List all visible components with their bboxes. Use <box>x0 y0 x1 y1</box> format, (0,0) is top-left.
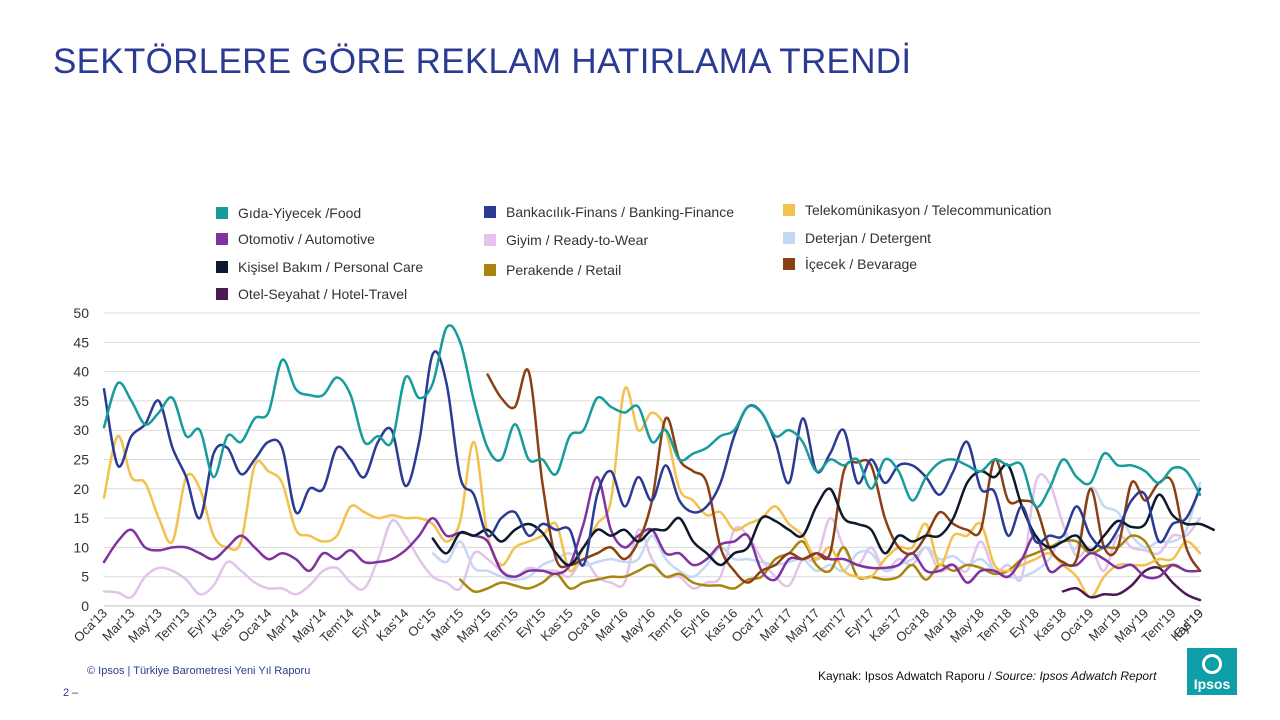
legend-swatch <box>216 207 228 219</box>
legend-swatch <box>484 206 496 218</box>
legend-item: Otomotiv / Automotive <box>216 231 375 247</box>
legend-item: Giyim / Ready-to-Wear <box>484 232 648 248</box>
legend-label: Perakende / Retail <box>506 262 622 278</box>
legend-swatch <box>216 261 228 273</box>
legend-item: Kişisel Bakım / Personal Care <box>216 259 423 275</box>
legend-label: Deterjan / Detergent <box>805 230 932 246</box>
legend-swatch <box>216 288 228 300</box>
y-tick-label: 30 <box>73 422 89 438</box>
source-italic: Source: Ipsos Adwatch Report <box>994 669 1157 683</box>
legend-label: Otel-Seyahat / Hotel-Travel <box>238 286 408 302</box>
legend-swatch <box>484 234 496 246</box>
chart-series-lines <box>102 324 1215 602</box>
legend-label: Telekomünikasyon / Telecommunication <box>805 202 1052 218</box>
page-title: SEKTÖRLERE GÖRE REKLAM HATIRLAMA TRENDİ <box>53 42 912 81</box>
series-line-3 <box>1061 565 1202 602</box>
y-tick-label: 15 <box>73 510 89 526</box>
x-axis-ticks: Oca'13Mar'13May'13Tem'13Eyl'13Kas'13Oca'… <box>71 606 1206 646</box>
footer-copyright: © Ipsos | Türkiye Barometresi Yeni Yıl R… <box>87 665 311 677</box>
legend-label: Otomotiv / Automotive <box>238 231 375 247</box>
legend-label: Kişisel Bakım / Personal Care <box>238 259 424 275</box>
legend-item: Otel-Seyahat / Hotel-Travel <box>216 286 407 302</box>
series-line-0 <box>102 324 1202 509</box>
legend-swatch <box>783 232 795 244</box>
legend-swatch <box>216 233 228 245</box>
ipsos-logo-mark <box>1202 654 1222 674</box>
legend-label: Bankacılık-Finans / Banking-Finance <box>506 204 734 220</box>
y-tick-label: 50 <box>73 305 89 321</box>
y-axis-ticks: 0 5 10 15 20 25 30 35 40 45 50 <box>73 305 89 614</box>
chart-grid <box>104 312 1200 607</box>
series-line-5 <box>102 473 1202 600</box>
ipsos-logo: Ipsos <box>1187 648 1237 695</box>
source-prefix: Kaynak: Ipsos Adwatch Raporu / <box>818 669 995 683</box>
legend-item: İçecek / Bevarage <box>783 256 917 272</box>
legend-item: Deterjan / Detergent <box>783 230 931 246</box>
y-tick-label: 45 <box>73 334 89 350</box>
legend-swatch <box>783 204 795 216</box>
legend-swatch <box>484 264 496 276</box>
legend-label: Giyim / Ready-to-Wear <box>506 232 649 248</box>
y-tick-label: 5 <box>81 569 89 585</box>
legend-item: Telekomünikasyon / Telecommunication <box>783 202 1051 218</box>
source-note: Kaynak: Ipsos Adwatch Raporu / Source: I… <box>818 669 1156 683</box>
legend-item: Perakende / Retail <box>484 262 621 278</box>
y-tick-label: 40 <box>73 364 89 380</box>
y-tick-label: 35 <box>73 393 89 409</box>
ipsos-logo-text: Ipsos <box>1193 676 1231 692</box>
legend-item: Bankacılık-Finans / Banking-Finance <box>484 204 734 220</box>
legend-swatch <box>783 258 795 270</box>
legend-label: İçecek / Bevarage <box>805 256 918 272</box>
series-line-2 <box>431 463 1215 567</box>
legend-item: Gıda-Yiyecek /Food <box>216 205 361 221</box>
y-tick-label: 25 <box>73 452 89 468</box>
series-line-4 <box>102 350 1202 567</box>
page-number: 2 – <box>63 687 79 699</box>
y-tick-label: 20 <box>73 481 89 497</box>
legend-label: Gıda-Yiyecek /Food <box>238 205 362 221</box>
series-line-9 <box>486 368 1202 584</box>
y-tick-label: 10 <box>73 539 89 555</box>
y-tick-label: 0 <box>81 598 89 614</box>
